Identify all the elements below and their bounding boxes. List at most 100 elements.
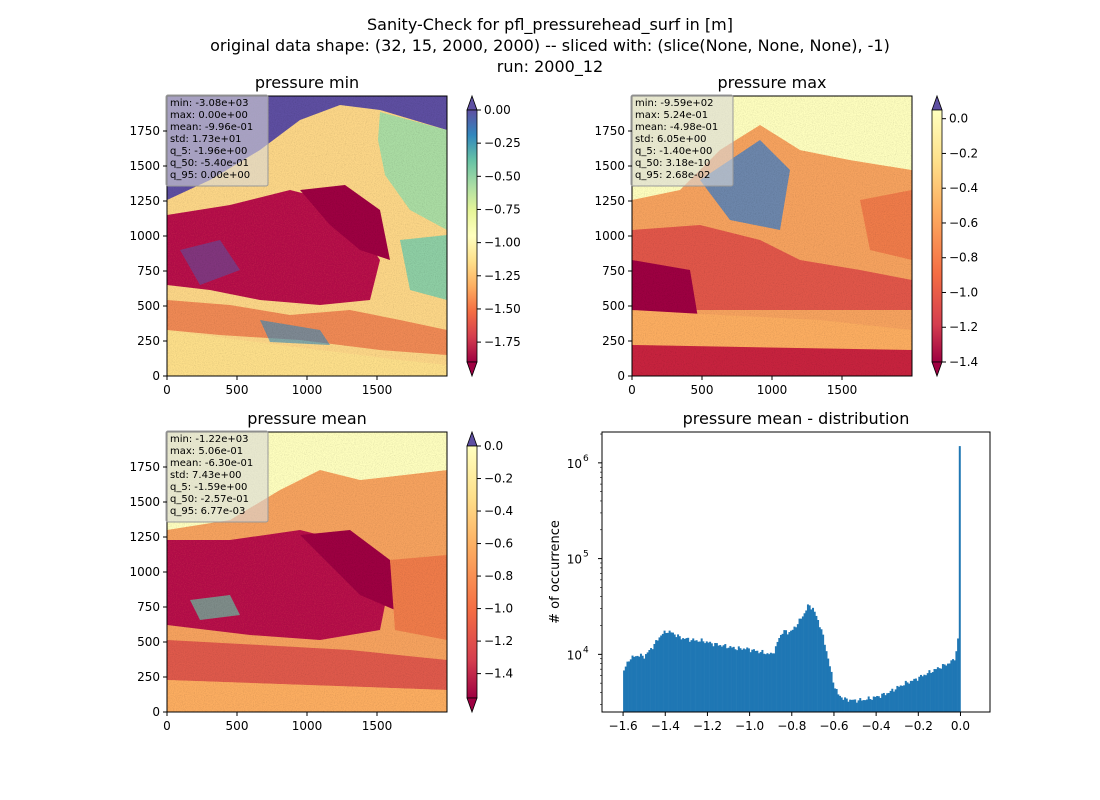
histogram-bar bbox=[793, 626, 796, 712]
figure-title-line-3: run: 2000_12 bbox=[497, 57, 603, 77]
histogram-bar bbox=[854, 699, 857, 712]
x-tick-label: 1500 bbox=[827, 383, 858, 397]
histogram-bar bbox=[624, 666, 627, 712]
histogram-bar bbox=[786, 634, 789, 712]
histogram-bar bbox=[634, 656, 637, 712]
histogram-bar bbox=[844, 697, 847, 712]
histogram-bar bbox=[645, 654, 648, 712]
y-tick-label: 500 bbox=[137, 635, 160, 649]
y-tick-exponent: 4 bbox=[583, 645, 589, 655]
histogram-bar bbox=[908, 683, 911, 712]
colorbar-tick-label: −0.2 bbox=[484, 472, 513, 486]
histogram-bar bbox=[864, 700, 867, 712]
histogram-bar bbox=[732, 646, 735, 712]
histogram-bar bbox=[700, 638, 703, 712]
colorbar-tick-label: −1.2 bbox=[949, 320, 978, 334]
colorbar-tick-label: −1.0 bbox=[949, 285, 978, 299]
y-tick-label: 1500 bbox=[129, 159, 160, 173]
histogram-bar bbox=[950, 660, 953, 712]
histogram-bar bbox=[678, 636, 681, 712]
histogram-bar bbox=[709, 641, 712, 712]
histogram-bar bbox=[943, 664, 946, 712]
histogram-bar bbox=[894, 689, 897, 712]
y-tick-label: 1250 bbox=[129, 194, 160, 208]
histogram-bar bbox=[925, 675, 928, 712]
histogram-bar bbox=[877, 696, 880, 712]
histogram-bar bbox=[746, 647, 749, 712]
histogram-bar bbox=[840, 697, 843, 712]
y-tick-label: 750 bbox=[602, 264, 625, 278]
colorbar-body bbox=[931, 109, 943, 363]
histogram-bar bbox=[849, 699, 852, 712]
histogram-bar bbox=[688, 641, 691, 712]
histogram-bar bbox=[791, 629, 794, 712]
histogram-bar bbox=[758, 653, 761, 712]
heatmap-image bbox=[167, 96, 447, 376]
panel-pressure-mean: pressure mean min: -1.22e+03 max: 5.06e-… bbox=[129, 409, 513, 733]
panel-title: pressure mean - distribution bbox=[683, 409, 910, 428]
x-tick-label: 0 bbox=[163, 383, 171, 397]
panel-title: pressure mean bbox=[247, 409, 367, 428]
colorbar-tick-label: −0.6 bbox=[484, 537, 513, 551]
histogram-bar bbox=[656, 640, 659, 712]
histogram-bar bbox=[805, 610, 808, 712]
stat-line: std: 6.05e+00 bbox=[635, 134, 707, 145]
histogram-bar bbox=[747, 648, 750, 712]
histogram-bar bbox=[860, 700, 863, 712]
histogram-bar bbox=[783, 630, 786, 712]
histogram-bar bbox=[913, 678, 916, 712]
colorbar: 0.0 −0.2 −0.4 −0.6 −0.8 −1.0 −1.2 −1.4 bbox=[466, 430, 513, 714]
histogram-bar bbox=[677, 634, 680, 712]
histogram-bar bbox=[898, 686, 901, 712]
histogram-bar bbox=[899, 685, 902, 712]
x-tick-label: −1.6 bbox=[609, 719, 638, 733]
histogram-bar bbox=[736, 650, 739, 712]
histogram-bar bbox=[719, 645, 722, 712]
heatmap-image bbox=[167, 432, 447, 712]
y-tick-label: 1000 bbox=[129, 565, 160, 579]
histogram-bar bbox=[945, 665, 948, 712]
histogram-bar bbox=[872, 696, 875, 712]
histogram-bar bbox=[699, 641, 701, 712]
histogram-bar bbox=[670, 632, 673, 712]
histogram-bar bbox=[825, 651, 828, 712]
x-tick-label: 1500 bbox=[362, 719, 393, 733]
histogram-bar bbox=[832, 682, 835, 712]
x-tick-label: −0.4 bbox=[862, 719, 891, 733]
histogram-bar bbox=[666, 632, 669, 712]
heatmap-image bbox=[632, 96, 912, 376]
histogram-bars bbox=[623, 446, 961, 712]
histogram-bar bbox=[646, 652, 649, 712]
histogram-bar bbox=[931, 672, 934, 712]
colorbar-extend-top bbox=[466, 430, 478, 447]
stats-box: min: -9.59e+02 max: 5.24e-01 mean: -4.98… bbox=[630, 94, 734, 187]
stat-line: q_95: 6.77e-03 bbox=[170, 506, 245, 517]
histogram-bar bbox=[859, 698, 862, 712]
colorbar: 0.00 −0.25 −0.50 −0.75 −1.00 −1.25 −1.50 −1.75 bbox=[466, 94, 521, 378]
stat-line: max: 5.24e-01 bbox=[635, 110, 708, 121]
colorbar-extend-bottom bbox=[931, 361, 943, 378]
colorbar-tick-label: −0.6 bbox=[949, 216, 978, 230]
stat-line: q_50: 3.18e-10 bbox=[635, 158, 710, 169]
stat-line: q_5: -1.96e+00 bbox=[170, 146, 247, 157]
histogram-bar bbox=[839, 695, 842, 712]
histogram-bar bbox=[710, 643, 713, 712]
histogram-bar bbox=[904, 680, 907, 712]
histogram-bar bbox=[874, 696, 877, 712]
histogram-bar bbox=[682, 638, 685, 712]
y-tick-label: 1500 bbox=[129, 495, 160, 509]
histogram-bar bbox=[876, 695, 879, 712]
colorbar-tick-label: 0.0 bbox=[949, 112, 968, 126]
stat-line: min: -1.22e+03 bbox=[170, 434, 249, 445]
histogram-bar bbox=[660, 635, 663, 712]
histogram-bar bbox=[817, 620, 820, 712]
y-tick-label: 250 bbox=[602, 334, 625, 348]
histogram-bar bbox=[901, 685, 904, 712]
y-tick-exponent: 5 bbox=[583, 550, 589, 560]
colorbar-tick-label: −1.00 bbox=[484, 236, 521, 250]
histogram-bar bbox=[761, 649, 764, 712]
x-tick-label: 0 bbox=[163, 719, 171, 733]
stat-line: mean: -6.30e-01 bbox=[170, 458, 253, 469]
panel-title: pressure min bbox=[255, 73, 359, 92]
